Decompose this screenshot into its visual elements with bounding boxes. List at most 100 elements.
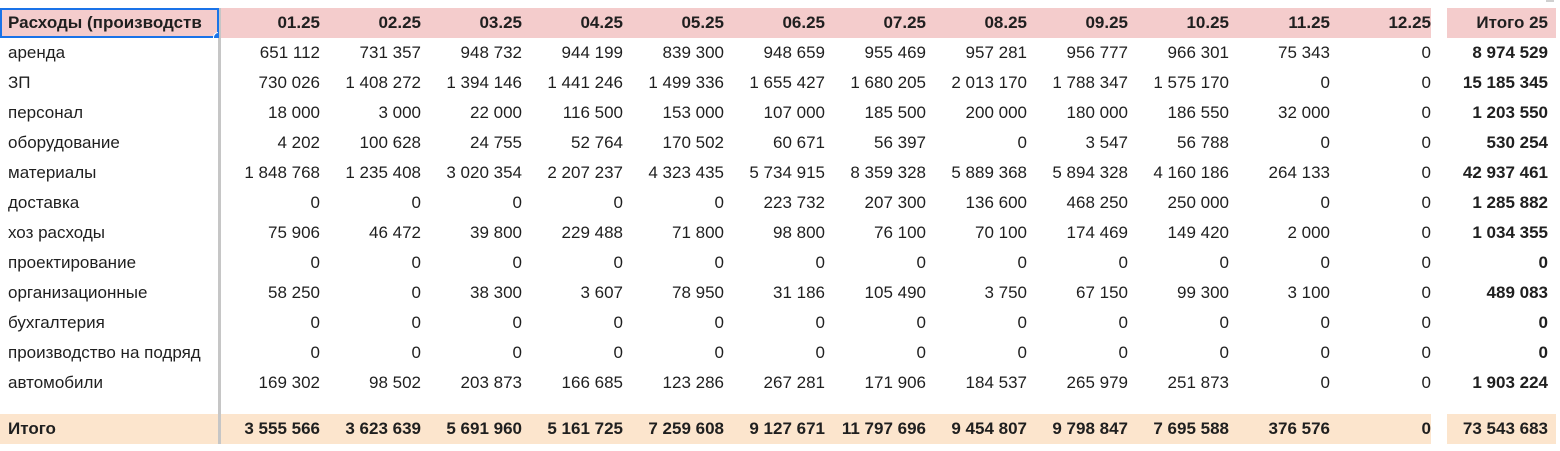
value-cell[interactable]: 0 bbox=[1320, 133, 1330, 152]
row-total-cell[interactable]: 530 254 bbox=[1486, 133, 1548, 152]
value-cell[interactable]: 0 bbox=[1320, 193, 1330, 212]
value-cell[interactable]: 651 112 bbox=[259, 43, 320, 62]
value-cell[interactable]: 0 bbox=[815, 343, 825, 362]
value-cell[interactable]: 957 281 bbox=[965, 43, 1027, 62]
empty-cell[interactable] bbox=[1431, 338, 1447, 368]
empty-cell[interactable] bbox=[522, 398, 623, 414]
value-cell[interactable]: 0 bbox=[1219, 313, 1229, 332]
value-cell[interactable]: 0 bbox=[1219, 343, 1229, 362]
value-cell[interactable]: 0 bbox=[411, 313, 421, 332]
header-month-cell[interactable]: 03.25 bbox=[421, 8, 522, 38]
value-cell[interactable]: 3 607 bbox=[580, 283, 623, 302]
value-cell[interactable]: 98 502 bbox=[369, 373, 421, 392]
value-cell[interactable]: 0 bbox=[1017, 133, 1027, 152]
value-cell[interactable]: 267 281 bbox=[763, 373, 825, 392]
value-cell[interactable]: 966 301 bbox=[1167, 43, 1229, 62]
value-cell[interactable]: 56 788 bbox=[1177, 133, 1229, 152]
value-cell[interactable]: 67 150 bbox=[1076, 283, 1128, 302]
value-cell[interactable]: 229 488 bbox=[561, 223, 623, 242]
value-cell[interactable]: 169 302 bbox=[258, 373, 320, 392]
value-cell[interactable]: 0 bbox=[1017, 313, 1027, 332]
empty-cell[interactable] bbox=[1431, 218, 1447, 248]
grand-total-cell[interactable]: 73 543 683 bbox=[1447, 414, 1556, 444]
value-cell[interactable]: 170 502 bbox=[662, 133, 724, 152]
value-cell[interactable]: 0 bbox=[1421, 253, 1431, 272]
header-month-cell[interactable]: 11.25 bbox=[1229, 8, 1330, 38]
value-cell[interactable]: 948 659 bbox=[763, 43, 825, 62]
value-cell[interactable]: 0 bbox=[1320, 313, 1330, 332]
value-cell[interactable]: 18 000 bbox=[268, 103, 320, 122]
row-label-cell[interactable]: аренда bbox=[0, 38, 221, 68]
empty-cell[interactable] bbox=[1431, 278, 1447, 308]
row-total-cell[interactable]: 0 bbox=[1538, 253, 1548, 272]
value-cell[interactable]: 0 bbox=[1421, 193, 1431, 212]
value-cell[interactable]: 4 202 bbox=[277, 133, 320, 152]
value-cell[interactable]: 264 133 bbox=[1268, 163, 1330, 182]
empty-cell[interactable] bbox=[1027, 398, 1128, 414]
value-cell[interactable]: 0 bbox=[1320, 373, 1330, 392]
empty-cell[interactable] bbox=[1431, 248, 1447, 278]
value-cell[interactable]: 22 000 bbox=[470, 103, 522, 122]
header-month-cell[interactable]: 12.25 bbox=[1330, 8, 1431, 38]
value-cell[interactable]: 0 bbox=[1421, 163, 1431, 182]
value-cell[interactable]: 186 550 bbox=[1167, 103, 1229, 122]
value-cell[interactable]: 3 750 bbox=[984, 283, 1027, 302]
value-cell[interactable]: 3 547 bbox=[1085, 133, 1128, 152]
row-label-cell[interactable]: автомобили bbox=[0, 368, 221, 398]
empty-cell[interactable] bbox=[1431, 398, 1447, 414]
value-cell[interactable]: 1 499 336 bbox=[648, 73, 724, 92]
header-month-cell[interactable]: 04.25 bbox=[522, 8, 623, 38]
value-cell[interactable]: 99 300 bbox=[1177, 283, 1229, 302]
value-cell[interactable]: 4 160 186 bbox=[1153, 163, 1229, 182]
value-cell[interactable]: 0 bbox=[411, 193, 421, 212]
row-total-cell[interactable]: 8 974 529 bbox=[1472, 43, 1548, 62]
empty-cell[interactable] bbox=[926, 398, 1027, 414]
summary-value-cell[interactable]: 11 797 696 bbox=[825, 414, 926, 444]
header-total-cell[interactable]: Итого 25 bbox=[1447, 8, 1556, 38]
header-month-cell[interactable]: 02.25 bbox=[320, 8, 421, 38]
value-cell[interactable]: 3 020 354 bbox=[446, 163, 522, 182]
empty-cell[interactable] bbox=[1431, 38, 1447, 68]
value-cell[interactable]: 0 bbox=[1421, 43, 1431, 62]
summary-value-cell[interactable]: 7 259 608 bbox=[623, 414, 724, 444]
fill-handle[interactable] bbox=[212, 32, 216, 38]
row-total-cell[interactable]: 42 937 461 bbox=[1462, 163, 1548, 182]
value-cell[interactable]: 3 000 bbox=[378, 103, 421, 122]
value-cell[interactable]: 184 537 bbox=[965, 373, 1027, 392]
summary-value-cell[interactable]: 3 555 566 bbox=[219, 414, 320, 444]
value-cell[interactable]: 0 bbox=[512, 253, 522, 272]
value-cell[interactable]: 0 bbox=[613, 313, 623, 332]
value-cell[interactable]: 5 894 328 bbox=[1052, 163, 1128, 182]
value-cell[interactable]: 0 bbox=[512, 193, 522, 212]
value-cell[interactable]: 149 420 bbox=[1167, 223, 1229, 242]
value-cell[interactable]: 1 575 170 bbox=[1153, 73, 1229, 92]
row-total-cell[interactable]: 1 285 882 bbox=[1472, 193, 1548, 212]
row-total-cell[interactable]: 15 185 345 bbox=[1462, 73, 1548, 92]
summary-value-cell[interactable]: 5 161 725 bbox=[522, 414, 623, 444]
value-cell[interactable]: 0 bbox=[1017, 343, 1027, 362]
empty-cell[interactable] bbox=[724, 398, 825, 414]
value-cell[interactable]: 0 bbox=[310, 193, 320, 212]
row-label-cell[interactable]: бухгалтерия bbox=[0, 308, 221, 338]
value-cell[interactable]: 223 732 bbox=[763, 193, 825, 212]
empty-cell[interactable] bbox=[1431, 368, 1447, 398]
value-cell[interactable]: 38 300 bbox=[470, 283, 522, 302]
value-cell[interactable]: 1 441 246 bbox=[547, 73, 623, 92]
header-month-cell[interactable]: 06.25 bbox=[724, 8, 825, 38]
empty-cell[interactable] bbox=[1431, 158, 1447, 188]
value-cell[interactable]: 0 bbox=[1118, 343, 1128, 362]
header-month-cell[interactable]: 08.25 bbox=[926, 8, 1027, 38]
value-cell[interactable]: 0 bbox=[1421, 103, 1431, 122]
row-label-cell[interactable]: материалы bbox=[0, 158, 221, 188]
value-cell[interactable]: 0 bbox=[916, 313, 926, 332]
empty-cell[interactable] bbox=[1431, 68, 1447, 98]
value-cell[interactable]: 174 469 bbox=[1066, 223, 1128, 242]
value-cell[interactable]: 0 bbox=[916, 343, 926, 362]
value-cell[interactable]: 32 000 bbox=[1278, 103, 1330, 122]
value-cell[interactable]: 0 bbox=[1118, 313, 1128, 332]
value-cell[interactable]: 207 300 bbox=[864, 193, 926, 212]
value-cell[interactable]: 2 207 237 bbox=[547, 163, 623, 182]
summary-value-cell[interactable]: 3 623 639 bbox=[320, 414, 421, 444]
selected-cell-category-title[interactable]: Расходы (производств bbox=[0, 8, 221, 38]
value-cell[interactable]: 31 186 bbox=[773, 283, 825, 302]
